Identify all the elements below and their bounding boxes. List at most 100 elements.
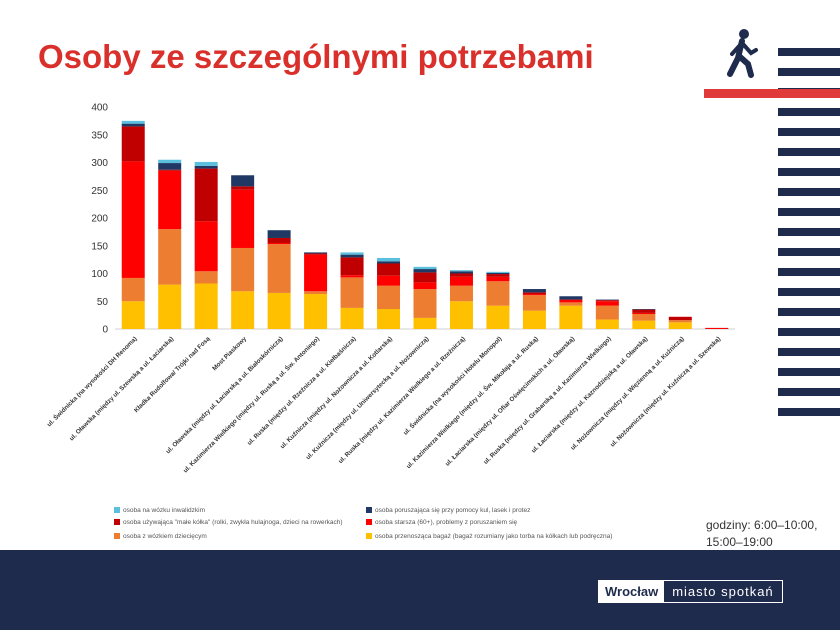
bar-segment xyxy=(158,170,182,230)
x-tick-label: ul. Kuźnicza (między ul. Uniwersytecką a… xyxy=(305,335,431,461)
legend-swatch xyxy=(114,507,120,514)
legend-swatch xyxy=(114,533,120,540)
bar-segment xyxy=(595,305,619,320)
bar-segment xyxy=(668,316,692,321)
legend-swatch xyxy=(366,507,372,514)
bar-segment xyxy=(413,317,437,329)
x-tick-label: Kładka Rudolfowa/ Trójki nad Fosą xyxy=(133,335,212,414)
bar-segment xyxy=(377,257,401,262)
bar-segment xyxy=(486,274,510,277)
bar-segment xyxy=(377,261,401,264)
bar-segment xyxy=(449,301,473,329)
bar-segment xyxy=(194,283,218,329)
bar-segment xyxy=(449,285,473,302)
y-tick-label: 400 xyxy=(91,103,108,114)
bar-segment xyxy=(194,271,218,284)
x-tick-label: ul. Ruska (między ul. Kazimierza Wielkie… xyxy=(337,335,467,465)
bar-segment xyxy=(340,252,364,255)
brand-slogan: miasto spotkań xyxy=(672,584,774,599)
bar-segment xyxy=(632,309,656,310)
y-tick-label: 50 xyxy=(97,297,109,308)
bar-segment xyxy=(304,294,328,329)
bar-segment xyxy=(121,126,145,162)
legend-label: osoba na wózku inwalidzkim xyxy=(123,507,206,514)
bar-segment xyxy=(449,271,473,274)
bar-segment xyxy=(267,237,291,243)
bar-segment xyxy=(231,189,255,248)
bar-segment xyxy=(121,277,145,302)
legend-label: osoba z wózkiem dziecięcym xyxy=(123,533,207,540)
bar-segment xyxy=(486,271,510,273)
legend-item: osoba używająca "małe kółka" (rolki, zwy… xyxy=(114,519,343,526)
bar-segment xyxy=(595,301,619,306)
brand-name: Wrocław xyxy=(599,581,665,602)
bar-segment xyxy=(304,252,328,254)
bar-segment xyxy=(304,291,328,295)
bar-segment xyxy=(595,299,619,301)
bar-segment xyxy=(559,305,583,329)
bar-segment xyxy=(158,159,182,164)
y-tick-label: 300 xyxy=(91,158,108,169)
bar-segment xyxy=(449,273,473,277)
bar-segment xyxy=(158,169,182,171)
bar-segment xyxy=(522,292,546,295)
x-tick-label: ul. Kazimierza Wielkiego (między ul. Św.… xyxy=(404,334,540,470)
bar-segment xyxy=(340,307,364,329)
bar-segment xyxy=(632,309,656,313)
bar-segment xyxy=(377,263,401,276)
bar-segment xyxy=(340,254,364,258)
bar-segment xyxy=(522,295,546,311)
bar-segment xyxy=(340,275,364,278)
y-tick-label: 150 xyxy=(91,241,108,252)
pedestrian-icon xyxy=(727,29,758,78)
bar-segment xyxy=(340,257,364,276)
legend-label: osoba starsza (60+), problemy z poruszan… xyxy=(375,519,518,526)
bar-segment xyxy=(194,165,218,169)
bar-segment xyxy=(522,289,546,293)
bar-segment xyxy=(194,161,218,166)
bar-segment xyxy=(522,294,546,296)
bar-segment xyxy=(158,163,182,170)
bar-segment xyxy=(304,253,328,255)
bar-segment xyxy=(304,254,328,292)
bar-segment xyxy=(121,161,145,278)
bar-segment xyxy=(486,272,510,275)
bar-segment xyxy=(231,247,255,292)
x-tick-label: Most Piaskowy xyxy=(211,335,248,372)
y-tick-label: 0 xyxy=(102,325,108,336)
legend-item: osoba na wózku inwalidzkim xyxy=(114,507,205,514)
bar-segment xyxy=(340,277,364,308)
legend-swatch xyxy=(366,533,372,540)
bar-segment xyxy=(632,320,656,329)
hours-line-1: godziny: 6:00–10:00, xyxy=(706,518,818,532)
legend-label: osoba używająca "małe kółka" (rolki, zwy… xyxy=(123,519,343,526)
bar-segment xyxy=(668,320,692,323)
legend-swatch xyxy=(114,519,120,526)
bar-segment xyxy=(267,292,291,329)
bar-segment xyxy=(559,296,583,300)
y-tick-label: 350 xyxy=(91,130,108,141)
bar-segment xyxy=(559,299,583,303)
bar-segment xyxy=(705,327,729,329)
footer-band xyxy=(0,550,840,630)
bar-segment xyxy=(377,275,401,286)
bar-segment xyxy=(231,186,255,190)
bar-segment xyxy=(413,269,437,273)
legend-swatch xyxy=(366,519,372,526)
bar-segment xyxy=(486,276,510,282)
bar-segment xyxy=(158,284,182,329)
bar-segment xyxy=(632,314,656,321)
legend-label: osoba przenosząca bagaż (bagaż rozumiany… xyxy=(375,533,613,540)
bar-segment xyxy=(595,319,619,329)
legend-item: osoba poruszająca się przy pomocy kul, l… xyxy=(366,507,530,514)
bar-segment xyxy=(377,309,401,329)
x-tick-label: ul. Kazimierza Wielkiego (między ul. Rus… xyxy=(181,334,321,474)
brand-logo: Wrocław miasto spotkań xyxy=(598,580,783,603)
bar-segment xyxy=(595,300,619,302)
accent-red-bar xyxy=(704,89,840,98)
bar-segment xyxy=(559,302,583,306)
bar-segment xyxy=(486,281,510,306)
y-tick-label: 100 xyxy=(91,269,108,280)
bar-segment xyxy=(194,168,218,222)
